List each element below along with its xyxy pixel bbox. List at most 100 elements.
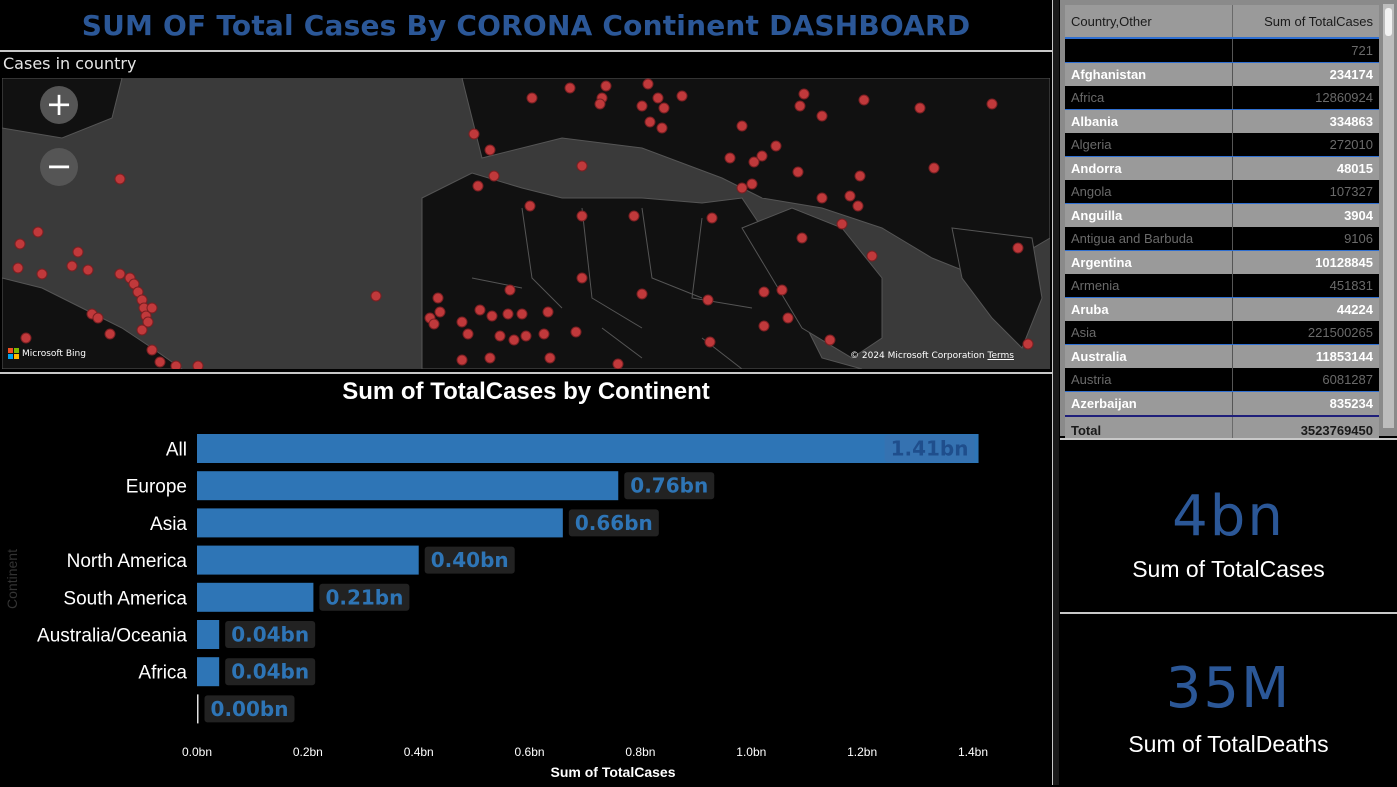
map-terms-link[interactable]: Terms: [987, 351, 1014, 361]
map-marker[interactable]: [796, 232, 808, 244]
bar-asia[interactable]: [197, 508, 563, 538]
map-marker[interactable]: [524, 200, 536, 212]
map-marker[interactable]: [494, 330, 506, 342]
map-marker[interactable]: [576, 210, 588, 222]
bar-north-america[interactable]: [197, 545, 419, 575]
table-row[interactable]: Antigua and Barbuda 9106: [1065, 227, 1379, 251]
bar-all[interactable]: [197, 434, 979, 463]
bar-australia-oceania[interactable]: [197, 620, 220, 649]
map-marker[interactable]: [484, 144, 496, 156]
table-row[interactable]: Angola 107327: [1065, 180, 1379, 204]
map-marker[interactable]: [776, 284, 788, 296]
bar-blank[interactable]: [197, 694, 199, 724]
map-marker[interactable]: [928, 162, 940, 174]
map-marker[interactable]: [92, 312, 104, 324]
country-table[interactable]: Country,Other Sum of TotalCases 721 Afgha…: [1060, 0, 1397, 443]
map-marker[interactable]: [154, 356, 166, 368]
map-marker[interactable]: [434, 306, 446, 318]
map-marker[interactable]: [656, 122, 668, 134]
map-marker[interactable]: [758, 286, 770, 298]
table-row[interactable]: Andorra 48015: [1065, 157, 1379, 180]
map-marker[interactable]: [468, 128, 480, 140]
map-marker[interactable]: [104, 328, 116, 340]
bar-africa[interactable]: [197, 657, 220, 687]
map-marker[interactable]: [544, 352, 556, 364]
map-marker[interactable]: [594, 98, 606, 110]
map-marker[interactable]: [724, 152, 736, 164]
map-marker[interactable]: [636, 288, 648, 300]
map-marker[interactable]: [986, 98, 998, 110]
map-marker[interactable]: [854, 170, 866, 182]
map-marker[interactable]: [114, 173, 126, 185]
map-marker[interactable]: [628, 210, 640, 222]
map-marker[interactable]: [844, 190, 856, 202]
map-marker[interactable]: [866, 250, 878, 262]
map-marker[interactable]: [576, 272, 588, 284]
map-marker[interactable]: [798, 88, 810, 100]
map-marker[interactable]: [858, 94, 870, 106]
table-row[interactable]: Australia 11853144: [1065, 345, 1379, 368]
column-header-country[interactable]: Country,Other: [1065, 5, 1233, 37]
map-markers[interactable]: [2, 78, 1050, 369]
table-row[interactable]: Azerbaijan 835234: [1065, 392, 1379, 415]
map-marker[interactable]: [824, 334, 836, 346]
table-row[interactable]: Argentina 10128845: [1065, 251, 1379, 274]
map-marker[interactable]: [782, 312, 794, 324]
map-marker[interactable]: [652, 92, 664, 104]
map-marker[interactable]: [564, 82, 576, 94]
table-row[interactable]: 721: [1065, 39, 1379, 63]
map-marker[interactable]: [504, 284, 516, 296]
map-marker[interactable]: [816, 110, 828, 122]
map-marker[interactable]: [704, 336, 716, 348]
map-marker[interactable]: [636, 100, 648, 112]
map-marker[interactable]: [1012, 242, 1024, 254]
table-row[interactable]: Anguilla 3904: [1065, 204, 1379, 227]
map-marker[interactable]: [576, 160, 588, 172]
map-marker[interactable]: [502, 308, 514, 320]
map-marker[interactable]: [12, 262, 24, 274]
map-marker[interactable]: [642, 78, 654, 90]
table-row[interactable]: Afghanistan 234174: [1065, 63, 1379, 86]
map-marker[interactable]: [432, 292, 444, 304]
map-marker[interactable]: [676, 90, 688, 102]
map-marker[interactable]: [756, 150, 768, 162]
map-marker[interactable]: [852, 200, 864, 212]
map-marker[interactable]: [516, 308, 528, 320]
table-row[interactable]: Asia 221500265: [1065, 321, 1379, 345]
map-marker[interactable]: [82, 264, 94, 276]
map-marker[interactable]: [644, 116, 656, 128]
map-marker[interactable]: [736, 120, 748, 132]
map-marker[interactable]: [538, 328, 550, 340]
zoom-out-button[interactable]: −: [40, 148, 78, 186]
map-marker[interactable]: [428, 318, 440, 330]
map-marker[interactable]: [484, 352, 496, 364]
zoom-in-button[interactable]: +: [40, 86, 78, 124]
map-marker[interactable]: [192, 360, 204, 369]
map-marker[interactable]: [520, 330, 532, 342]
map-marker[interactable]: [20, 332, 32, 344]
map-marker[interactable]: [542, 306, 554, 318]
map-visual[interactable]: Cases in country + − Microsoft Bing © 20…: [0, 52, 1052, 374]
bar-chart-visual[interactable]: All 1.41bn Europe 0.76bn Asia 0.66bn North Ame…: [0, 374, 1052, 785]
map-marker[interactable]: [746, 178, 758, 190]
map-marker[interactable]: [456, 316, 468, 328]
map-marker[interactable]: [816, 192, 828, 204]
map-marker[interactable]: [36, 268, 48, 280]
map-marker[interactable]: [170, 360, 182, 369]
map-marker[interactable]: [600, 80, 612, 92]
table-row[interactable]: Africa 12860924: [1065, 86, 1379, 110]
map-marker[interactable]: [508, 334, 520, 346]
map-marker[interactable]: [488, 170, 500, 182]
map-marker[interactable]: [702, 294, 714, 306]
map-marker[interactable]: [32, 226, 44, 238]
table-row[interactable]: Armenia 451831: [1065, 274, 1379, 298]
map-marker[interactable]: [792, 166, 804, 178]
map-marker[interactable]: [612, 358, 624, 369]
bar-europe[interactable]: [197, 471, 619, 501]
table-row[interactable]: Algeria 272010: [1065, 133, 1379, 157]
map-marker[interactable]: [456, 354, 468, 366]
map-marker[interactable]: [146, 344, 158, 356]
map-marker[interactable]: [472, 180, 484, 192]
table-row[interactable]: Austria 6081287: [1065, 368, 1379, 392]
map-marker[interactable]: [914, 102, 926, 114]
